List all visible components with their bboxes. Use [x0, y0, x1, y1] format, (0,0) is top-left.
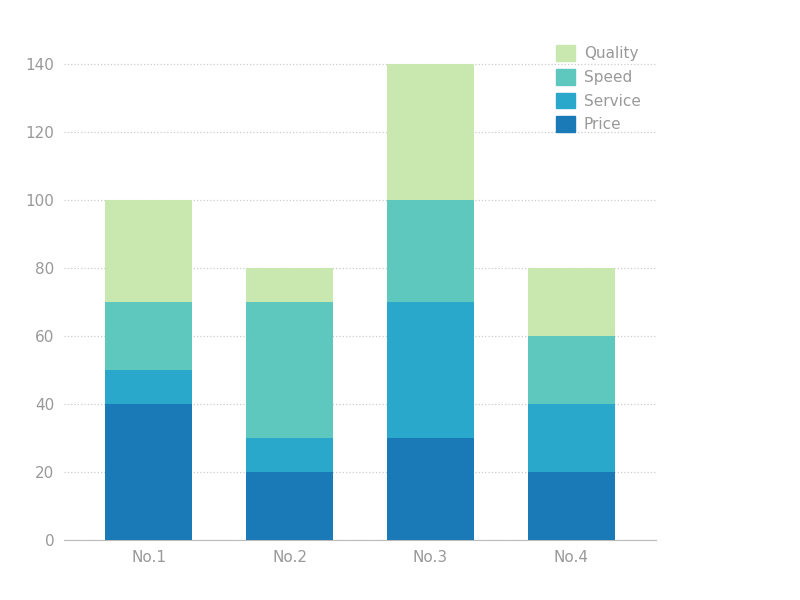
Bar: [246, 438, 334, 472]
Bar: [105, 302, 192, 370]
Bar: [246, 472, 334, 540]
Bar: [246, 302, 334, 438]
Bar: [528, 404, 615, 472]
Bar: [105, 404, 192, 540]
Bar: [386, 200, 474, 302]
Bar: [105, 370, 192, 404]
Bar: [528, 472, 615, 540]
Bar: [105, 200, 192, 302]
Bar: [386, 438, 474, 540]
Bar: [528, 268, 615, 336]
Legend: Quality, Speed, Service, Price: Quality, Speed, Service, Price: [549, 38, 648, 140]
Bar: [386, 64, 474, 200]
Bar: [246, 268, 334, 302]
Bar: [528, 336, 615, 404]
Bar: [386, 302, 474, 438]
